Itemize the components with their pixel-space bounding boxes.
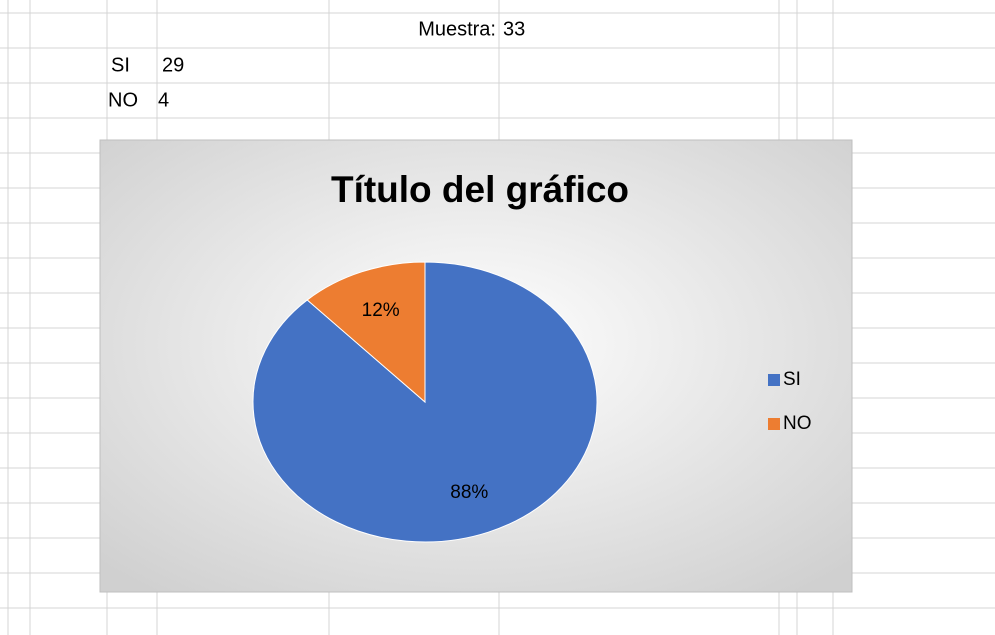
- cell: SI: [111, 54, 130, 76]
- cell: NO: [108, 89, 138, 111]
- legend-swatch: [768, 374, 780, 386]
- cell: 33: [503, 18, 525, 40]
- data-label: 88%: [450, 482, 488, 503]
- legend-label: NO: [783, 413, 812, 434]
- data-label: 12%: [362, 300, 400, 321]
- cell: 4: [158, 89, 169, 111]
- pie-slice: [306, 261, 426, 404]
- cell: Muestra:: [418, 18, 496, 40]
- cell: 29: [162, 54, 184, 76]
- legend-swatch: [768, 418, 780, 430]
- chart[interactable]: Título del gráfico 88% 12% SI NO: [99, 139, 853, 593]
- legend-label: SI: [783, 369, 801, 390]
- chart-title: Título del gráfico: [331, 169, 629, 210]
